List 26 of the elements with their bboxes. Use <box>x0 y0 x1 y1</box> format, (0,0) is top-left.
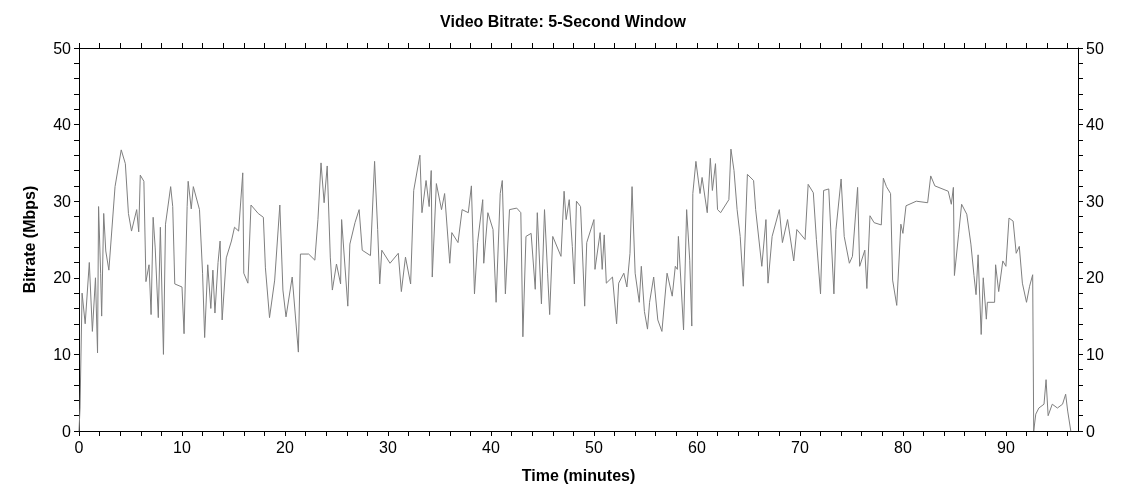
y-tick-label: 50 <box>53 39 72 57</box>
y2-tick-label: 10 <box>1086 345 1104 363</box>
x-axis-title: Time (minutes) <box>521 466 636 484</box>
line-series <box>78 148 1072 432</box>
y-tick-label: 0 <box>62 422 72 440</box>
x-tick-label: 30 <box>379 438 397 456</box>
y-axis-title: Bitrate (Mbps) <box>20 185 38 294</box>
x-tick-label: 70 <box>791 438 809 456</box>
y2-tick-label: 0 <box>1086 422 1095 440</box>
x-tick-label: 90 <box>997 438 1015 456</box>
y-tick-label: 30 <box>53 192 72 210</box>
x-tick-label: 40 <box>482 438 500 456</box>
y2-tick-label: 20 <box>1086 269 1104 287</box>
x-tick-label: 10 <box>173 438 191 456</box>
x-tick-label: 80 <box>894 438 912 456</box>
x-tick-label: 0 <box>74 438 84 456</box>
y2-tick-label: 30 <box>1086 192 1104 210</box>
chart-title: Video Bitrate: 5-Second Window <box>440 12 687 30</box>
y-tick-label: 20 <box>53 269 72 287</box>
x-tick-label: 60 <box>688 438 706 456</box>
y2-tick-label: 50 <box>1086 39 1104 57</box>
y2-tick-label: 40 <box>1086 116 1104 134</box>
x-tick-label: 50 <box>585 438 603 456</box>
y-tick-label: 40 <box>53 116 72 134</box>
y-tick-label: 10 <box>53 345 72 363</box>
x-tick-label: 20 <box>276 438 294 456</box>
